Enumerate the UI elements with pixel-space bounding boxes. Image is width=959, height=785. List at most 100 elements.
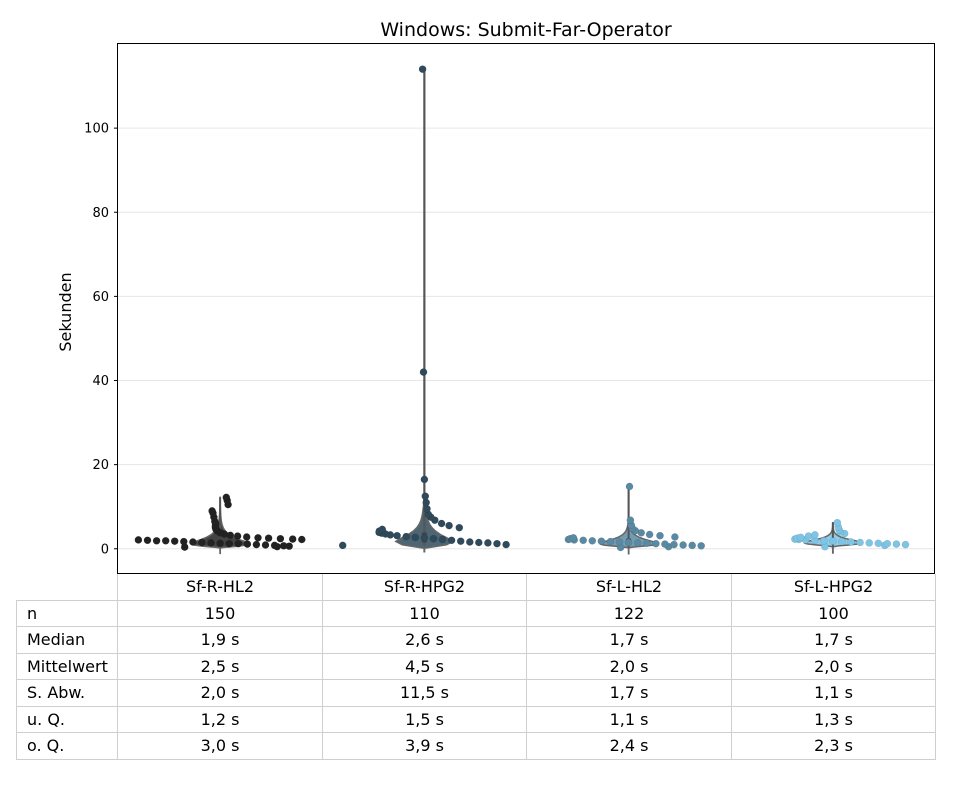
- violins: [190, 68, 863, 555]
- swarm-point: [626, 516, 635, 525]
- swarm-point: [420, 533, 429, 542]
- table-cell: 2,0 s: [117, 679, 323, 707]
- swarm-point: [208, 507, 216, 515]
- swarm-point: [465, 538, 474, 546]
- swarm-point: [838, 537, 846, 546]
- swarm-point: [606, 537, 615, 546]
- swarm-point: [254, 533, 262, 542]
- chart: Windows: Submit-Far-Operator 0 20 40 60 80 10…: [56, 19, 935, 574]
- swarm-point: [652, 539, 660, 548]
- table-row: Median 1,9 s 2,6 s 1,7 s 1,7 s: [16, 626, 936, 654]
- swarm-point: [297, 535, 306, 544]
- swarm-point: [901, 540, 910, 549]
- swarm-point: [625, 482, 634, 491]
- swarm-point: [883, 539, 892, 548]
- swarm-point: [261, 541, 270, 549]
- swarm-point: [597, 537, 606, 546]
- table-cell: 1,7 s: [526, 626, 732, 654]
- table-cell: 100: [731, 599, 936, 627]
- swarm-point: [615, 538, 624, 546]
- table-row-label: u. Q.: [16, 705, 118, 733]
- table-cell: 2,6 s: [322, 626, 527, 654]
- swarm-point: [847, 538, 855, 546]
- swarm-point: [233, 532, 242, 540]
- swarm-point: [170, 537, 179, 546]
- table-cell: 2,5 s: [117, 652, 323, 680]
- swarm-point: [222, 493, 231, 502]
- table-column-header: Sf-R-HPG2: [322, 574, 527, 601]
- swarm-point: [447, 536, 456, 545]
- swarm-point: [243, 540, 252, 548]
- table-cell: 3,9 s: [322, 732, 527, 760]
- table-cell: 1,7 s: [526, 679, 732, 707]
- table-row-label: o. Q.: [16, 732, 118, 760]
- swarm-point: [796, 533, 805, 542]
- swarm-point: [225, 539, 234, 548]
- table-cell: 1,9 s: [117, 626, 323, 654]
- y-tick-label: 60: [92, 290, 109, 305]
- y-tick-label: 40: [92, 374, 109, 389]
- swarm-point: [161, 536, 170, 545]
- swarm-point: [865, 539, 874, 547]
- swarm-point: [420, 475, 429, 484]
- table-row-label: S. Abw.: [16, 679, 118, 707]
- table-row: n 150 110 122 100: [16, 599, 936, 627]
- swarm-point: [588, 536, 597, 545]
- table-cell: 1,7 s: [731, 626, 936, 654]
- swarm-point: [456, 537, 465, 546]
- y-axis-label: Sekunden: [56, 272, 75, 351]
- swarm-point: [134, 536, 143, 544]
- swarm-point: [624, 538, 633, 547]
- swarm-point: [422, 498, 431, 507]
- swarm-point: [198, 538, 206, 547]
- table-column-header: Sf-L-HPG2: [731, 574, 936, 601]
- table-header-row: Sf-R-HL2 Sf-R-HPG2 Sf-L-HL2 Sf-L-HPG2: [17, 574, 936, 601]
- table-cell: 4,5 s: [322, 652, 527, 680]
- swarm-point: [179, 537, 188, 546]
- swarm-point: [418, 65, 427, 74]
- y-axis: 0 20 40 60 80 100: [84, 122, 118, 557]
- table-cell: 110: [322, 599, 527, 627]
- swarm-point: [569, 533, 578, 542]
- table-corner: [17, 574, 118, 600]
- table-column-header: Sf-R-HL2: [117, 574, 323, 601]
- table-cell: 3,0 s: [117, 732, 323, 760]
- table-cell: 1,3 s: [731, 705, 936, 733]
- swarm-point: [892, 540, 901, 548]
- table-cell: 1,2 s: [117, 705, 323, 733]
- swarm-point: [264, 534, 273, 543]
- swarm-point: [411, 533, 420, 542]
- swarm-point: [670, 540, 678, 549]
- swarm-point: [276, 534, 285, 543]
- swarm-point: [688, 541, 697, 550]
- y-tick-label: 80: [92, 206, 109, 221]
- swarm-point: [804, 532, 813, 540]
- stats-table: Sf-R-HL2 Sf-R-HPG2 Sf-L-HL2 Sf-L-HPG2 n …: [16, 574, 936, 760]
- table-cell: 122: [526, 599, 732, 627]
- swarm-point: [216, 539, 224, 548]
- table-cell: 2,0 s: [731, 652, 936, 680]
- table-row: Mittelwert 2,5 s 4,5 s 2,0 s 2,0 s: [16, 652, 936, 680]
- swarm-point: [697, 541, 706, 550]
- table-column-header: Sf-L-HL2: [526, 574, 732, 601]
- table-row: u. Q. 1,2 s 1,5 s 1,1 s 1,3 s: [16, 705, 936, 733]
- swarm-point: [656, 531, 664, 540]
- swarm-point: [671, 533, 679, 541]
- swarm-point: [423, 504, 431, 513]
- swarm-point: [484, 539, 492, 547]
- swarm-point: [633, 539, 642, 547]
- table-cell: 1,5 s: [322, 705, 527, 733]
- swarm-point: [445, 521, 453, 530]
- swarm-point: [421, 492, 430, 501]
- swarm-point: [378, 525, 387, 534]
- swarm-point: [437, 519, 446, 528]
- table-row-label: Mittelwert: [16, 652, 118, 680]
- swarm-point: [419, 368, 428, 376]
- plot-frame: [117, 43, 935, 574]
- y-tick-label: 20: [92, 458, 109, 473]
- swarm-point: [579, 536, 588, 545]
- swarm-point: [429, 534, 438, 543]
- swarm-point: [493, 539, 501, 548]
- table-cell: 11,5 s: [322, 679, 527, 707]
- swarm-point: [438, 535, 447, 544]
